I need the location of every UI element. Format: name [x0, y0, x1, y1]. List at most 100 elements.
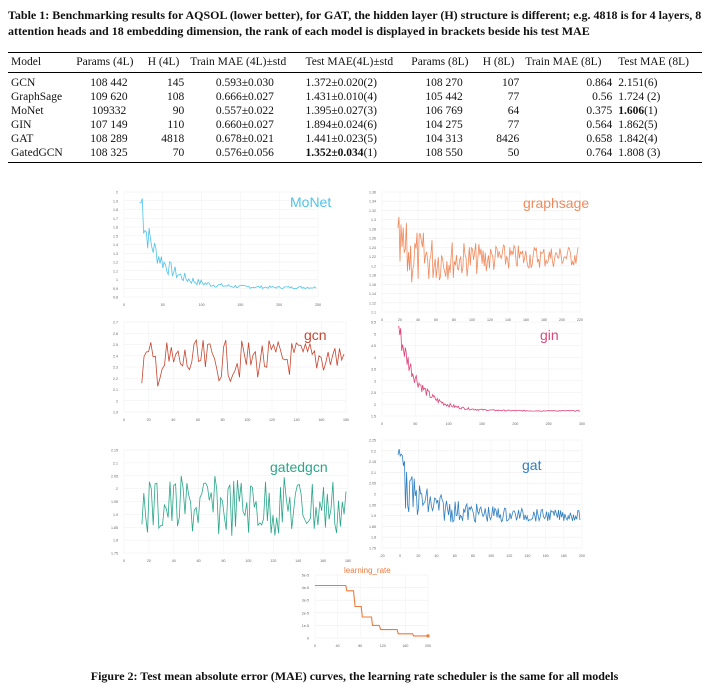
figure-caption: Figure 2: Test mean absolute error (MAE)…	[90, 669, 619, 683]
chart-panel-learning_rate: 5e-5 4e-5 3e-5 2e-5 1e-5 0 0 40 80 120 160 200 learn…	[302, 566, 431, 648]
cell-model: MoNet	[11, 105, 44, 117]
x-tick-label: 160	[318, 418, 324, 422]
col-header-params-4l: Params (4L)	[73, 52, 145, 73]
cell-train-8l: 0.864	[586, 77, 613, 89]
x-tick-label: 180	[541, 318, 547, 322]
chart-panel-gatedgcn: 2.15 2.1 2.05 2 1.95 1.9 1.85 1.8 1.75 0 20 40 60 80 1…	[111, 449, 351, 564]
cell-model: GIN	[11, 119, 32, 131]
x-tick-label: 100	[244, 418, 250, 422]
x-tick-label: 80	[452, 318, 456, 322]
y-tick-label: 2.3	[113, 366, 118, 370]
x-tick-label: 60	[196, 418, 200, 422]
x-tick-label: 60	[197, 559, 201, 563]
best-value: 1.352±0.034	[305, 147, 364, 159]
y-tick-label: 1.3	[113, 252, 118, 256]
table-row: GraphSage 109 620 108 0.666±0.027 1.431±…	[8, 90, 702, 104]
chart-title: graphsage	[523, 195, 589, 211]
x-tick-label: 80	[358, 644, 362, 648]
y-tick-label: 2.7	[113, 321, 118, 325]
x-tick-label: 20	[398, 318, 402, 322]
rank: (1)	[363, 147, 377, 159]
y-tick-label: 2.1	[371, 471, 376, 475]
col-header-test-8l: Test MAE (8L)	[615, 52, 702, 73]
cell-params-4l: 108 289	[90, 133, 128, 145]
cell-params-8l: 106 769	[425, 105, 463, 117]
y-tick-label: 2	[116, 399, 118, 403]
cell-test-8l: 1.862(5)	[618, 119, 658, 131]
y-tick-label: 1.2	[113, 261, 118, 265]
y-tick-label: 1.9	[371, 514, 376, 518]
x-tick-label: -20	[379, 554, 384, 558]
chart-title: learning_rate	[344, 566, 391, 575]
y-tick-label: 1.2	[371, 264, 376, 268]
col-header-train-8l: Train MAE (8L)	[522, 52, 616, 73]
x-tick-label: 40	[435, 554, 439, 558]
caption-text: Benchmarking results for AQSOL (lower be…	[8, 8, 702, 38]
y-tick-label: 2	[374, 493, 376, 497]
x-tick-label: 50	[161, 303, 165, 307]
y-tick-label: 5e-5	[302, 574, 309, 578]
cell-test-8l: 2.151(6)	[618, 77, 658, 89]
benchmark-table: Model Params (4L) H (4L) Train MAE (4L)±…	[8, 52, 702, 163]
x-tick-label: 160	[523, 318, 529, 322]
y-tick-label: 1e-5	[302, 624, 309, 628]
cell-h-4l: 4818	[161, 133, 185, 145]
col-header-test-4l: Test MAE(4L)±std	[302, 52, 409, 73]
cell-train-8l: 0.764	[522, 146, 616, 163]
cell-params-4l: 107 149	[90, 119, 128, 131]
chart-title: gcn	[304, 327, 327, 343]
y-tick-label: 1.12	[369, 301, 376, 305]
x-tick-label: 0	[314, 644, 316, 648]
x-tick-label: 100	[488, 554, 494, 558]
y-tick-label: 1.8	[371, 536, 376, 540]
cell-h-8l: 77	[507, 119, 520, 131]
y-tick-label: 1.18	[369, 274, 376, 278]
x-tick-label: 80	[471, 554, 475, 558]
y-tick-label: 3.5	[371, 368, 376, 372]
x-tick-label: 0	[381, 318, 383, 322]
x-tick-label: 100	[469, 318, 475, 322]
series-line	[398, 326, 581, 412]
y-tick-label: 0	[307, 637, 309, 641]
chart-panel-MoNet: 2 1.9 1.8 1.7 1.6 1.5 1.4 1.3 1.2 1.1 1 0.9 0.8 0 50 10…	[113, 191, 331, 308]
y-tick-label: 4e-5	[302, 586, 309, 590]
col-header-train-4l: Train MAE (4L)±std	[187, 52, 303, 73]
x-tick-label: 40	[172, 559, 176, 563]
x-tick-label: 0	[123, 418, 125, 422]
x-tick-label: 80	[222, 559, 226, 563]
x-tick-label: 200	[512, 422, 518, 426]
x-tick-label: 0	[381, 422, 383, 426]
y-tick-label: 1	[116, 278, 118, 282]
y-tick-label: 2.15	[111, 449, 118, 453]
table-row: GatedGCN 108 325 70 0.576±0.056 1.352±0.…	[8, 146, 702, 163]
x-tick-label: 100	[199, 303, 205, 307]
y-tick-label: 1.9	[113, 411, 118, 415]
x-tick-label: 80	[221, 418, 225, 422]
y-tick-label: 2.6	[113, 332, 118, 336]
y-tick-label: 1.1	[371, 311, 376, 315]
table-caption: Table 1: Benchmarking results for AQSOL …	[8, 7, 702, 39]
cell-model: GraphSage	[11, 91, 63, 103]
y-tick-label: 0.9	[113, 287, 118, 291]
x-tick-label: 220	[577, 318, 583, 322]
cell-h-8l: 64	[507, 105, 520, 117]
y-tick-label: 1.1	[113, 269, 118, 273]
x-tick-label: 300	[579, 422, 585, 426]
y-tick-label: 2.1	[113, 388, 118, 392]
series-line	[141, 338, 345, 387]
x-tick-label: 40	[171, 418, 175, 422]
y-tick-label: 2	[374, 403, 376, 407]
cell-test-8l: 1.606(1)	[615, 104, 702, 118]
y-tick-label: 1.7	[113, 217, 118, 221]
y-tick-label: 1.85	[111, 526, 118, 530]
chart-panel-gat: 2.25 2.2 2.15 2.1 2.05 2 1.95 1.9 1.85 1.8 1.75-20…	[369, 439, 585, 559]
cell-model: GCN	[11, 77, 36, 89]
series-line	[139, 198, 317, 290]
cell-params-8l: 105 442	[425, 91, 463, 103]
y-tick-label: 1.28	[369, 227, 376, 231]
y-tick-label: 3e-5	[302, 599, 309, 603]
table-row: MoNet 109332 90 0.557±0.022 1.395±0.027(…	[8, 104, 702, 118]
y-tick-label: 1.22	[369, 255, 376, 259]
y-tick-label: 2	[116, 487, 118, 491]
x-tick-label: 140	[295, 559, 301, 563]
